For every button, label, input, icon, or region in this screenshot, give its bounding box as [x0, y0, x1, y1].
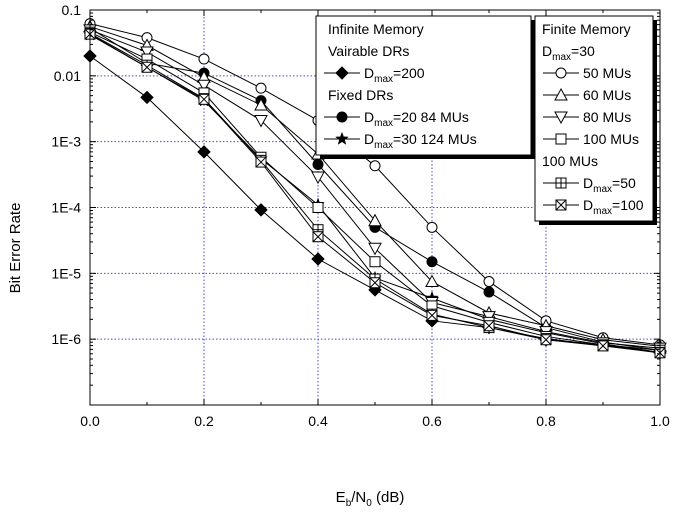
point-inf200	[311, 252, 325, 266]
x-tick-label: 0.8	[536, 413, 556, 429]
legend-entry-fin100: 100 MUs	[543, 131, 639, 147]
y-tick-label: 0.1	[62, 2, 82, 18]
point-fin80	[197, 79, 211, 93]
legend-entry-inf200: Dmax=200	[324, 65, 425, 85]
point-fin100	[369, 256, 381, 268]
legend-label: Dmax=30 124 MUs	[364, 131, 477, 151]
point-fin100d100	[540, 334, 552, 346]
point-fin100d100	[255, 156, 267, 168]
legend-label: Dmax=200	[364, 65, 425, 85]
legend-label: 60 MUs	[583, 87, 631, 103]
point-fin60	[368, 213, 382, 227]
legend-swatch-marker	[554, 111, 568, 125]
legend-label: Dmax=100	[583, 197, 644, 217]
legend-label: Dmax=20 84 MUs	[364, 109, 469, 129]
legend-swatch-marker	[335, 131, 349, 145]
legend-box	[315, 15, 532, 156]
point-fin80	[368, 242, 382, 256]
point-fin100d100	[483, 320, 495, 332]
legend-entry-fin50: 50 MUs	[543, 65, 631, 81]
legend-label: Dmax=50	[583, 175, 636, 195]
legend-entry-fix20: Dmax=20 84 MUs	[324, 109, 469, 129]
x-axis-title: Eb/N0 (dB)	[336, 489, 405, 509]
point-fin50	[483, 276, 495, 288]
y-tick-label: 0.01	[54, 68, 81, 84]
point-fin50	[426, 221, 438, 233]
legend-swatch-marker	[555, 67, 567, 79]
x-tick-label: 0.6	[422, 413, 442, 429]
point-fin100d100	[597, 340, 609, 352]
point-inf200	[254, 203, 268, 217]
point-fin80	[311, 171, 325, 185]
point-fin100d100	[369, 277, 381, 289]
x-tick-label: 0.4	[308, 413, 328, 429]
x-tick-label: 0.0	[80, 413, 100, 429]
series-layer	[83, 18, 667, 360]
legend-entry-fin80: 80 MUs	[543, 109, 631, 125]
legend-heading: 100 MUs	[542, 153, 598, 169]
y-tick-label: 1E-3	[51, 134, 81, 150]
y-tick-label: 1E-6	[51, 331, 81, 347]
legend-heading: Infinite Memory	[328, 21, 424, 37]
legend-top-right: Finite Memory Dmax=30 50 MUs 60 MUs 80 MUs 10…	[534, 15, 657, 225]
point-fin50	[255, 82, 267, 94]
legend-heading: Vairable DRs	[328, 43, 409, 59]
point-fix20	[312, 158, 324, 170]
legend-label: 100 MUs	[583, 131, 639, 147]
legend-top-center: Infinite Memory Vairable DRs Dmax=200 Fixed…	[315, 15, 535, 159]
legend-swatch-marker	[555, 177, 567, 189]
legend-heading: Finite Memory	[542, 21, 631, 37]
point-fin100	[312, 202, 324, 213]
point-fin50	[369, 160, 381, 172]
point-fin50	[198, 53, 210, 65]
point-fin80	[254, 114, 268, 128]
y-tick-label: 1E-4	[51, 200, 81, 216]
legend-heading: Fixed DRs	[328, 87, 393, 103]
legend-box	[534, 15, 654, 222]
legend-entry-fin100d100: Dmax=100	[543, 197, 644, 217]
legend-swatch-marker	[555, 133, 567, 145]
point-fin100d100	[312, 231, 324, 243]
point-fix20	[483, 286, 495, 298]
x-tick-label: 1.0	[650, 413, 670, 429]
legend-swatch-marker	[554, 87, 568, 101]
legend-swatch-marker	[335, 66, 349, 80]
legend-swatch-marker	[555, 199, 567, 211]
point-inf200	[197, 145, 211, 159]
legend-entry-fin60: 60 MUs	[543, 87, 631, 103]
x-tick-label: 0.2	[194, 413, 214, 429]
legend-label: 80 MUs	[583, 109, 631, 125]
point-fin100d100	[426, 309, 438, 321]
point-fin80	[140, 46, 154, 60]
y-tick-label: 1E-5	[51, 265, 81, 281]
legends: Infinite Memory Vairable DRs Dmax=200 Fixed…	[315, 15, 657, 225]
point-fin100d100	[198, 93, 210, 105]
point-fix20	[426, 256, 438, 268]
legend-entry-fix30: Dmax=30 124 MUs	[324, 131, 477, 151]
legend-swatch-marker	[336, 111, 348, 123]
legend-entry-fin100d50: Dmax=50	[543, 175, 636, 195]
y-axis-title: Bit Error Rate	[7, 203, 24, 294]
point-fin100d100	[141, 61, 153, 73]
point-fin60	[254, 97, 268, 111]
legend-heading: Dmax=30	[542, 43, 595, 63]
legend-label: 50 MUs	[583, 65, 631, 81]
point-inf200	[140, 90, 154, 105]
point-fin60	[425, 274, 439, 288]
axes: 0.0 0.2 0.4 0.6 0.8 1.0 1E-6 1E-5 1E-4 1E-3 0.01 0.…	[51, 2, 670, 429]
